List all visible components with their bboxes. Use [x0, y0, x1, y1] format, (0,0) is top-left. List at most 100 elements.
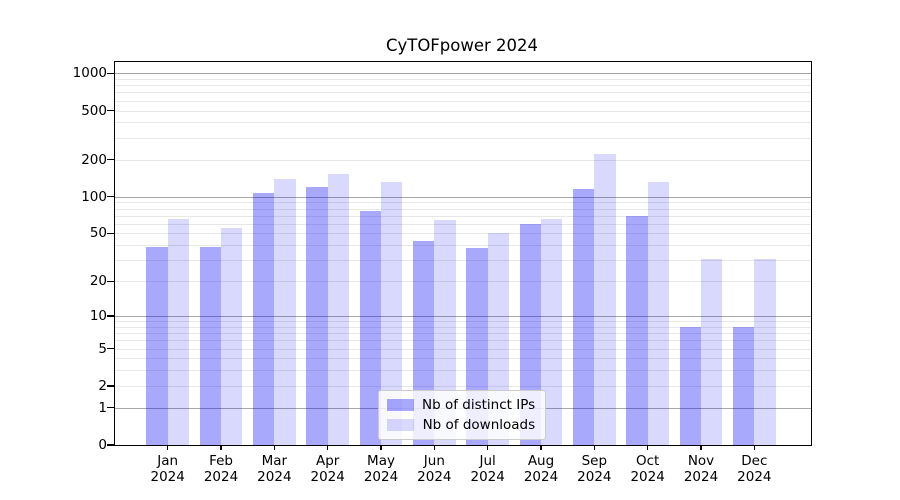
bar-feb-distinct-ips — [199, 246, 222, 445]
x-tick-mark — [700, 445, 702, 450]
major-gridline — [115, 73, 811, 75]
minor-gridline — [115, 92, 811, 94]
x-tick-label: Feb 2024 — [203, 453, 239, 485]
y-tick-mark — [107, 385, 114, 387]
minor-gridline — [115, 78, 811, 80]
y-tick-mark — [107, 158, 114, 161]
x-tick-label: Oct 2024 — [630, 453, 665, 485]
y-tick-mark — [107, 109, 114, 112]
x-tick-mark — [593, 445, 595, 450]
legend: Nb of distinct IPs Nb of downloads — [378, 390, 547, 440]
y-tick-label: 500 — [81, 102, 107, 119]
minor-gridline — [115, 215, 811, 217]
bar-jun-downloads — [434, 220, 456, 445]
chart-title: CyTOFpower 2024 — [385, 36, 539, 55]
y-tick-mark — [107, 196, 114, 198]
legend-swatch-icon — [387, 419, 414, 431]
minor-gridline — [115, 85, 811, 87]
minor-gridline — [115, 223, 811, 225]
x-tick-label: Sep 2024 — [577, 453, 612, 485]
minor-gridline — [115, 137, 811, 139]
bar-sep-distinct-ips — [572, 188, 595, 445]
bar-may-downloads — [381, 181, 403, 445]
y-tick-label: 10 — [89, 307, 107, 324]
x-tick-label: Jul 2024 — [470, 453, 505, 485]
x-tick-mark — [380, 445, 382, 450]
bar-feb-downloads — [221, 228, 243, 445]
bar-sep-downloads — [594, 154, 616, 445]
minor-gridline — [115, 333, 811, 335]
bar-dec-downloads — [754, 258, 776, 445]
bar-may-distinct-ips — [359, 211, 381, 445]
bar-aug-distinct-ips — [519, 223, 541, 445]
minor-gridline — [115, 208, 811, 210]
x-tick-label: Apr 2024 — [310, 453, 345, 485]
y-tick-label: 20 — [89, 273, 107, 290]
minor-gridline — [115, 245, 811, 247]
minor-gridline — [115, 370, 811, 372]
x-tick-mark — [487, 445, 489, 450]
y-tick-label: 200 — [81, 151, 107, 168]
x-tick-mark — [540, 445, 542, 450]
y-tick-label: 50 — [89, 225, 107, 242]
plot-area: 1000 500 200 100 50 20 10 5 2 1 0 Jan 2024 Feb 2024… — [73, 61, 812, 484]
bar-aug-downloads — [541, 218, 563, 445]
x-tick-label: Aug 2024 — [523, 453, 559, 485]
y-tick-label: 1000 — [72, 65, 107, 82]
y-tick-mark — [107, 72, 114, 74]
y-tick-mark — [107, 232, 114, 235]
x-tick-mark — [647, 445, 649, 450]
y-tick-mark — [107, 347, 114, 350]
y-tick-label: 100 — [81, 188, 107, 205]
minor-gridline — [115, 385, 811, 387]
x-tick-label: Nov 2024 — [683, 453, 719, 485]
bar-oct-downloads — [647, 181, 670, 445]
y-tick-mark — [107, 407, 114, 409]
bar-apr-distinct-ips — [306, 186, 328, 445]
minor-gridline — [115, 202, 811, 204]
y-tick-mark — [107, 315, 114, 317]
minor-gridline — [115, 159, 811, 161]
y-tick-label: 0 — [98, 437, 107, 453]
minor-gridline — [115, 281, 811, 283]
bar-mar-distinct-ips — [252, 192, 275, 445]
bar-nov-distinct-ips — [679, 326, 701, 445]
x-tick-label: Jun 2024 — [417, 453, 452, 485]
minor-gridline — [115, 340, 811, 342]
bar-apr-downloads — [327, 174, 350, 445]
major-gridline — [115, 315, 811, 318]
x-tick-mark — [753, 445, 755, 450]
bar-dec-distinct-ips — [732, 326, 755, 445]
legend-label: Nb of distinct IPs — [422, 397, 536, 413]
major-gridline — [115, 196, 811, 198]
minor-gridline — [115, 321, 811, 323]
x-tick-label: Dec 2024 — [737, 453, 772, 485]
x-tick-label: Mar 2024 — [257, 453, 292, 485]
minor-gridline — [115, 358, 811, 360]
legend-label: Nb of downloads — [422, 417, 536, 433]
bar-jan-downloads — [167, 218, 190, 445]
y-tick-label: 1 — [98, 399, 107, 416]
x-tick-mark — [220, 445, 222, 450]
minor-gridline — [115, 122, 811, 124]
x-tick-mark — [327, 445, 329, 450]
y-tick-mark — [107, 280, 114, 282]
minor-gridline — [115, 348, 811, 350]
minor-gridline — [115, 326, 811, 328]
minor-gridline — [115, 100, 811, 102]
minor-gridline — [115, 260, 811, 262]
x-tick-label: May 2024 — [363, 453, 399, 485]
minor-gridline — [115, 110, 811, 112]
y-tick-mark — [107, 444, 114, 446]
bar-jan-distinct-ips — [146, 246, 168, 445]
bar-mar-downloads — [274, 179, 296, 445]
y-tick-label: 5 — [98, 340, 107, 357]
y-tick-label: 2 — [98, 377, 107, 394]
bar-nov-downloads — [701, 258, 723, 445]
x-tick-mark — [433, 445, 435, 450]
x-tick-label: Jan 2024 — [150, 453, 185, 485]
x-tick-mark — [273, 445, 275, 450]
minor-gridline — [115, 233, 811, 235]
legend-row: Nb of downloads — [387, 417, 535, 433]
